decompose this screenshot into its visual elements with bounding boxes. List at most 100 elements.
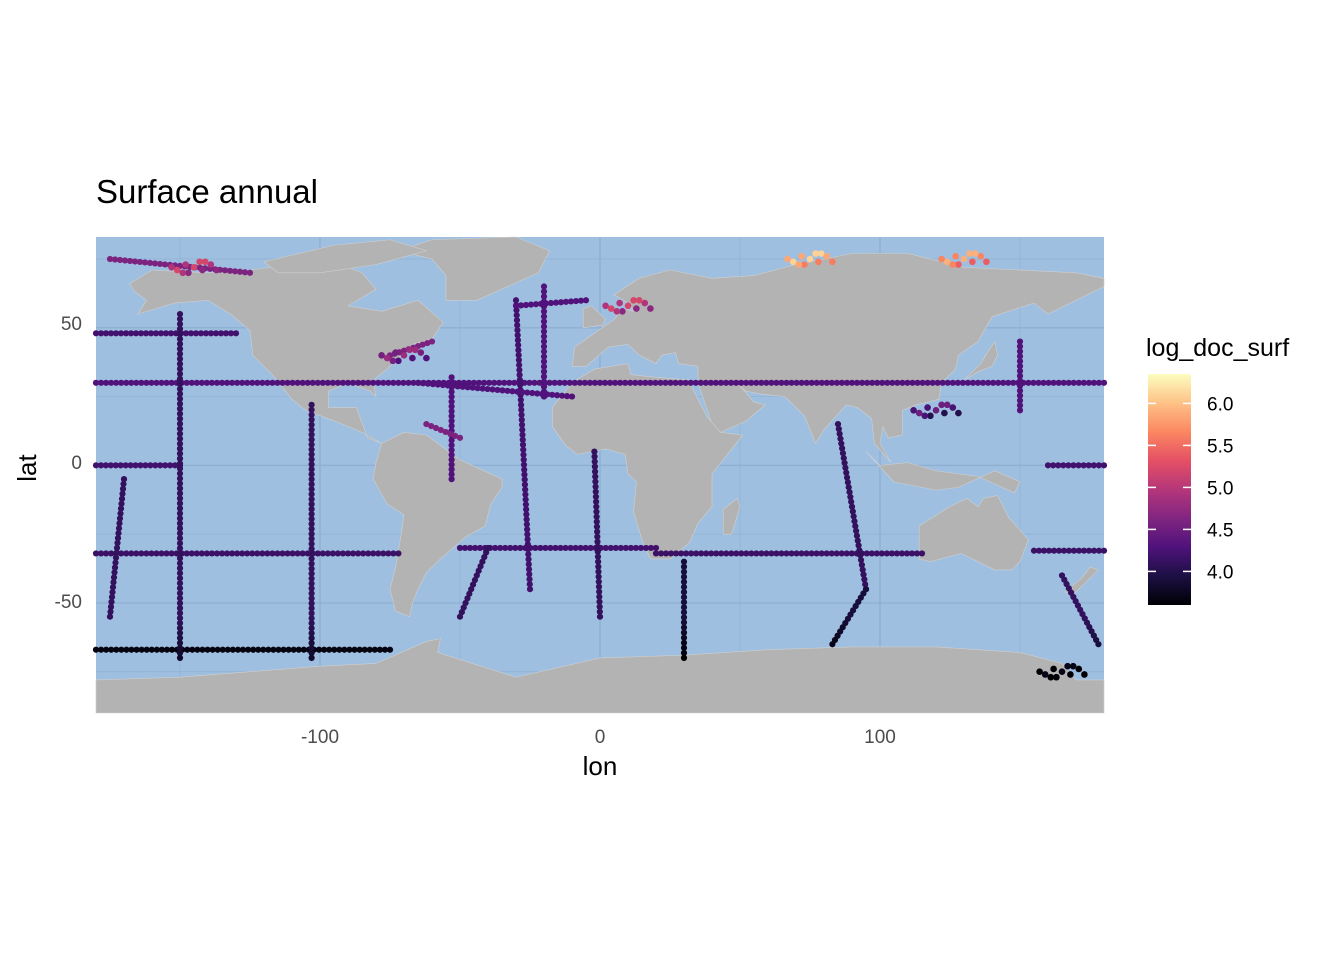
data-point [855,542,862,549]
data-point [1065,379,1072,386]
y-axis: 50 0 -50 lat [12,314,82,613]
data-point [929,379,936,386]
data-point [758,550,765,557]
data-point [680,634,688,641]
data-point [97,462,105,469]
data-point [592,483,599,490]
data-point [108,646,115,653]
data-point [308,555,315,562]
data-point [147,462,154,469]
data-point [116,256,124,264]
data-point [1060,547,1068,554]
data-point [308,505,315,513]
data-point [207,330,215,337]
data-point [249,379,256,386]
data-point [176,575,184,582]
data-point [254,379,261,386]
data-point [128,550,135,557]
hotspot-point [971,250,979,257]
data-point [612,379,619,386]
hotspot-point [633,305,640,312]
data-point [838,550,845,557]
data-point [308,649,315,657]
data-point [308,615,315,622]
data-point [461,544,469,552]
data-point [591,448,598,455]
data-point [540,378,548,385]
hotspot-point [1069,662,1077,670]
data-point [176,450,184,457]
data-point [444,382,451,389]
hotspot-point [969,258,976,266]
data-point [515,351,522,359]
data-point [1040,379,1047,386]
data-point [107,608,114,615]
data-point [1016,377,1024,384]
data-point [395,550,402,557]
data-point [818,379,825,386]
data-point [571,379,578,386]
data-point [106,613,114,620]
data-point [279,550,286,557]
data-point [92,462,100,469]
data-point [400,347,408,354]
data-point [92,330,100,337]
data-point [92,550,100,557]
map-panel [92,236,1108,714]
data-point [1045,379,1052,386]
data-point [464,384,471,391]
data-point [843,379,851,386]
antarctica-land [95,638,1105,714]
data-point [308,496,315,503]
data-point [652,379,659,386]
data-point [448,422,455,429]
data-point [234,646,242,653]
data-point [221,267,229,274]
data-point [733,550,740,557]
hotspot-point [406,346,413,354]
data-point [153,550,160,557]
data-point [1016,397,1024,404]
data-point [334,550,342,557]
data-point [513,312,520,319]
data-point [354,379,362,386]
data-point [595,578,602,585]
data-point [519,436,526,443]
data-point [176,560,184,567]
data-point [120,480,127,488]
data-point [448,403,455,410]
hotspot-point [938,401,945,409]
data-point [592,498,600,505]
data-point [308,570,315,577]
data-point [1030,379,1037,386]
hotspot-point [798,252,805,260]
data-point [108,379,115,386]
data-point [344,379,352,386]
data-point [133,646,140,653]
x-tick-label-100: 100 [864,727,896,748]
data-point [778,550,785,557]
data-point [883,550,890,557]
data-point [713,550,720,557]
data-point [308,431,315,438]
data-point [680,609,688,616]
data-point [107,330,115,337]
data-point [551,379,558,386]
data-point [138,379,145,386]
data-point [117,510,124,517]
data-point [594,528,601,535]
data-point [176,610,184,617]
data-point [231,268,239,275]
data-point [219,646,226,653]
data-point [506,379,513,386]
data-point [119,485,127,493]
data-point [889,379,896,386]
data-point [308,515,315,523]
data-point [218,379,226,386]
data-point [514,388,521,395]
data-point [497,544,504,552]
data-point [176,580,184,587]
data-point [449,382,456,390]
data-point [595,563,602,570]
data-point [97,379,105,386]
